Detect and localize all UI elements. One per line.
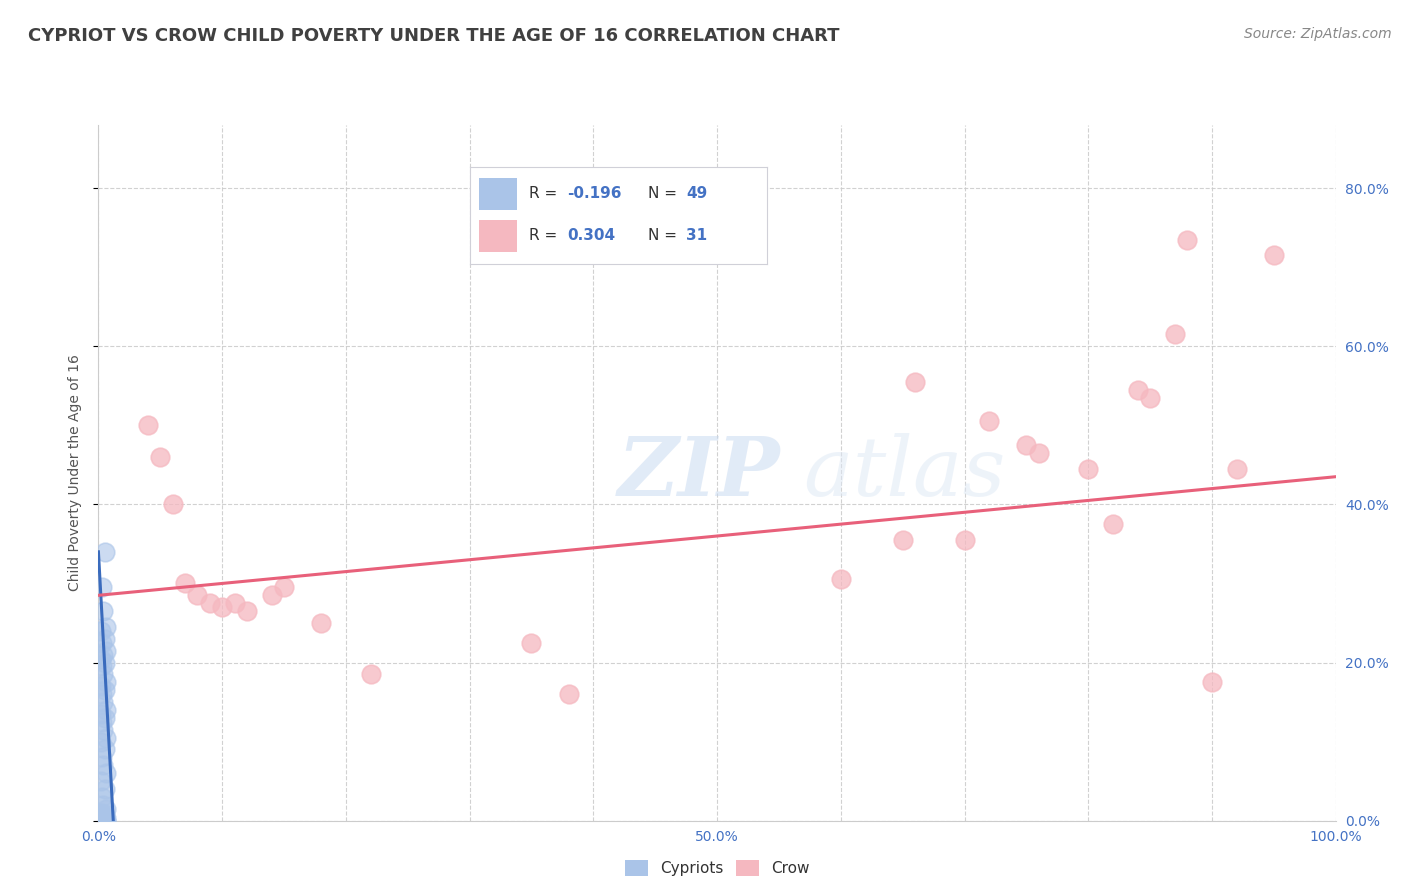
Point bbox=[1028, 446, 1050, 460]
Point bbox=[94, 643, 117, 657]
Point bbox=[91, 789, 114, 804]
Point bbox=[224, 596, 246, 610]
Point bbox=[94, 620, 117, 634]
Text: CYPRIOT VS CROW CHILD POVERTY UNDER THE AGE OF 16 CORRELATION CHART: CYPRIOT VS CROW CHILD POVERTY UNDER THE … bbox=[28, 27, 839, 45]
Point bbox=[1077, 462, 1099, 476]
Point bbox=[90, 812, 112, 826]
Point bbox=[94, 766, 117, 780]
Point bbox=[93, 797, 115, 812]
Point bbox=[93, 723, 115, 737]
Point bbox=[94, 703, 117, 717]
Point bbox=[93, 545, 115, 559]
Point bbox=[273, 581, 295, 595]
Text: ZIP: ZIP bbox=[619, 433, 780, 513]
Point bbox=[93, 632, 115, 646]
Point bbox=[91, 581, 114, 595]
Point bbox=[149, 450, 172, 464]
Point bbox=[91, 687, 114, 701]
Point bbox=[91, 636, 114, 650]
Point bbox=[90, 734, 112, 748]
Point bbox=[360, 667, 382, 681]
Legend: Cypriots, Crow: Cypriots, Crow bbox=[619, 855, 815, 882]
Point bbox=[1226, 462, 1249, 476]
Text: atlas: atlas bbox=[804, 433, 1007, 513]
Point bbox=[236, 604, 259, 618]
Point bbox=[979, 414, 1001, 428]
Point bbox=[94, 675, 117, 690]
Point bbox=[93, 813, 115, 827]
Text: N =: N = bbox=[648, 228, 682, 244]
Point bbox=[93, 807, 115, 822]
Point bbox=[90, 624, 112, 638]
Point bbox=[90, 651, 112, 665]
Text: 0.304: 0.304 bbox=[568, 228, 616, 244]
Point bbox=[93, 742, 115, 756]
Point bbox=[90, 805, 112, 820]
Point bbox=[91, 814, 114, 828]
Point bbox=[1201, 675, 1223, 690]
Point bbox=[94, 731, 117, 745]
Point bbox=[94, 802, 117, 816]
Point bbox=[93, 667, 115, 681]
Point bbox=[93, 695, 115, 709]
Text: 49: 49 bbox=[686, 186, 707, 202]
Point bbox=[94, 811, 117, 825]
Point bbox=[93, 711, 115, 725]
Point bbox=[520, 636, 543, 650]
Point bbox=[162, 497, 184, 511]
Y-axis label: Child Poverty Under the Age of 16: Child Poverty Under the Age of 16 bbox=[69, 354, 83, 591]
Point bbox=[93, 814, 115, 828]
Point bbox=[94, 814, 117, 828]
Point bbox=[260, 588, 283, 602]
Text: Source: ZipAtlas.com: Source: ZipAtlas.com bbox=[1244, 27, 1392, 41]
Point bbox=[1015, 438, 1038, 452]
Point bbox=[94, 814, 117, 828]
Point bbox=[1102, 517, 1125, 532]
Point bbox=[904, 375, 927, 389]
Point bbox=[93, 810, 115, 824]
Point bbox=[891, 533, 914, 547]
Point bbox=[211, 600, 233, 615]
Point bbox=[90, 814, 112, 828]
Text: R =: R = bbox=[529, 186, 562, 202]
Point bbox=[91, 809, 114, 823]
Point bbox=[90, 679, 112, 693]
Point bbox=[93, 683, 115, 698]
Point bbox=[93, 648, 115, 662]
Point bbox=[136, 418, 159, 433]
Point bbox=[1164, 327, 1187, 342]
Point bbox=[198, 596, 221, 610]
Point bbox=[91, 750, 114, 764]
Point bbox=[557, 687, 579, 701]
Point bbox=[93, 814, 115, 828]
Point bbox=[90, 706, 112, 721]
Point bbox=[93, 782, 115, 797]
Bar bbox=[478, 178, 517, 211]
Point bbox=[90, 774, 112, 789]
Point bbox=[830, 573, 852, 587]
Point bbox=[93, 604, 115, 618]
Text: N =: N = bbox=[648, 186, 682, 202]
Point bbox=[91, 714, 114, 729]
Point bbox=[93, 656, 115, 670]
Point bbox=[186, 588, 208, 602]
Point bbox=[174, 576, 197, 591]
Text: 31: 31 bbox=[686, 228, 707, 244]
Point bbox=[93, 758, 115, 772]
Text: R =: R = bbox=[529, 228, 562, 244]
Point bbox=[91, 813, 114, 827]
Point bbox=[309, 615, 332, 630]
Bar bbox=[478, 220, 517, 252]
Point bbox=[91, 659, 114, 673]
Point bbox=[1263, 248, 1285, 262]
Point bbox=[1126, 383, 1149, 397]
Point bbox=[953, 533, 976, 547]
Point bbox=[1175, 233, 1198, 247]
Point bbox=[1139, 391, 1161, 405]
Point bbox=[93, 814, 115, 828]
Text: -0.196: -0.196 bbox=[568, 186, 621, 202]
